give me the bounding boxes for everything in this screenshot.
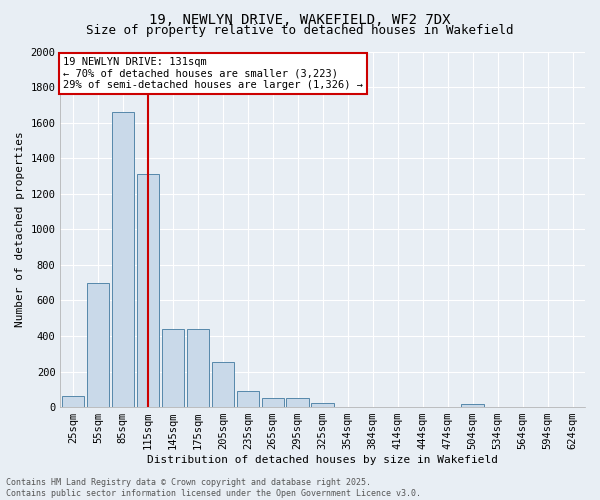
Y-axis label: Number of detached properties: Number of detached properties bbox=[15, 132, 25, 327]
Bar bbox=[137, 174, 159, 407]
Bar bbox=[112, 112, 134, 407]
Bar bbox=[311, 402, 334, 407]
Bar bbox=[62, 396, 84, 407]
Text: 19, NEWLYN DRIVE, WAKEFIELD, WF2 7DX: 19, NEWLYN DRIVE, WAKEFIELD, WF2 7DX bbox=[149, 12, 451, 26]
Text: 19 NEWLYN DRIVE: 131sqm
← 70% of detached houses are smaller (3,223)
29% of semi: 19 NEWLYN DRIVE: 131sqm ← 70% of detache… bbox=[63, 57, 363, 90]
Bar bbox=[161, 329, 184, 407]
Bar bbox=[236, 391, 259, 407]
Bar bbox=[212, 362, 234, 407]
Text: Contains HM Land Registry data © Crown copyright and database right 2025.
Contai: Contains HM Land Registry data © Crown c… bbox=[6, 478, 421, 498]
Bar bbox=[86, 282, 109, 407]
Bar bbox=[187, 329, 209, 407]
X-axis label: Distribution of detached houses by size in Wakefield: Distribution of detached houses by size … bbox=[147, 455, 498, 465]
Bar bbox=[286, 398, 309, 407]
Bar bbox=[461, 404, 484, 407]
Bar bbox=[262, 398, 284, 407]
Text: Size of property relative to detached houses in Wakefield: Size of property relative to detached ho… bbox=[86, 24, 514, 37]
